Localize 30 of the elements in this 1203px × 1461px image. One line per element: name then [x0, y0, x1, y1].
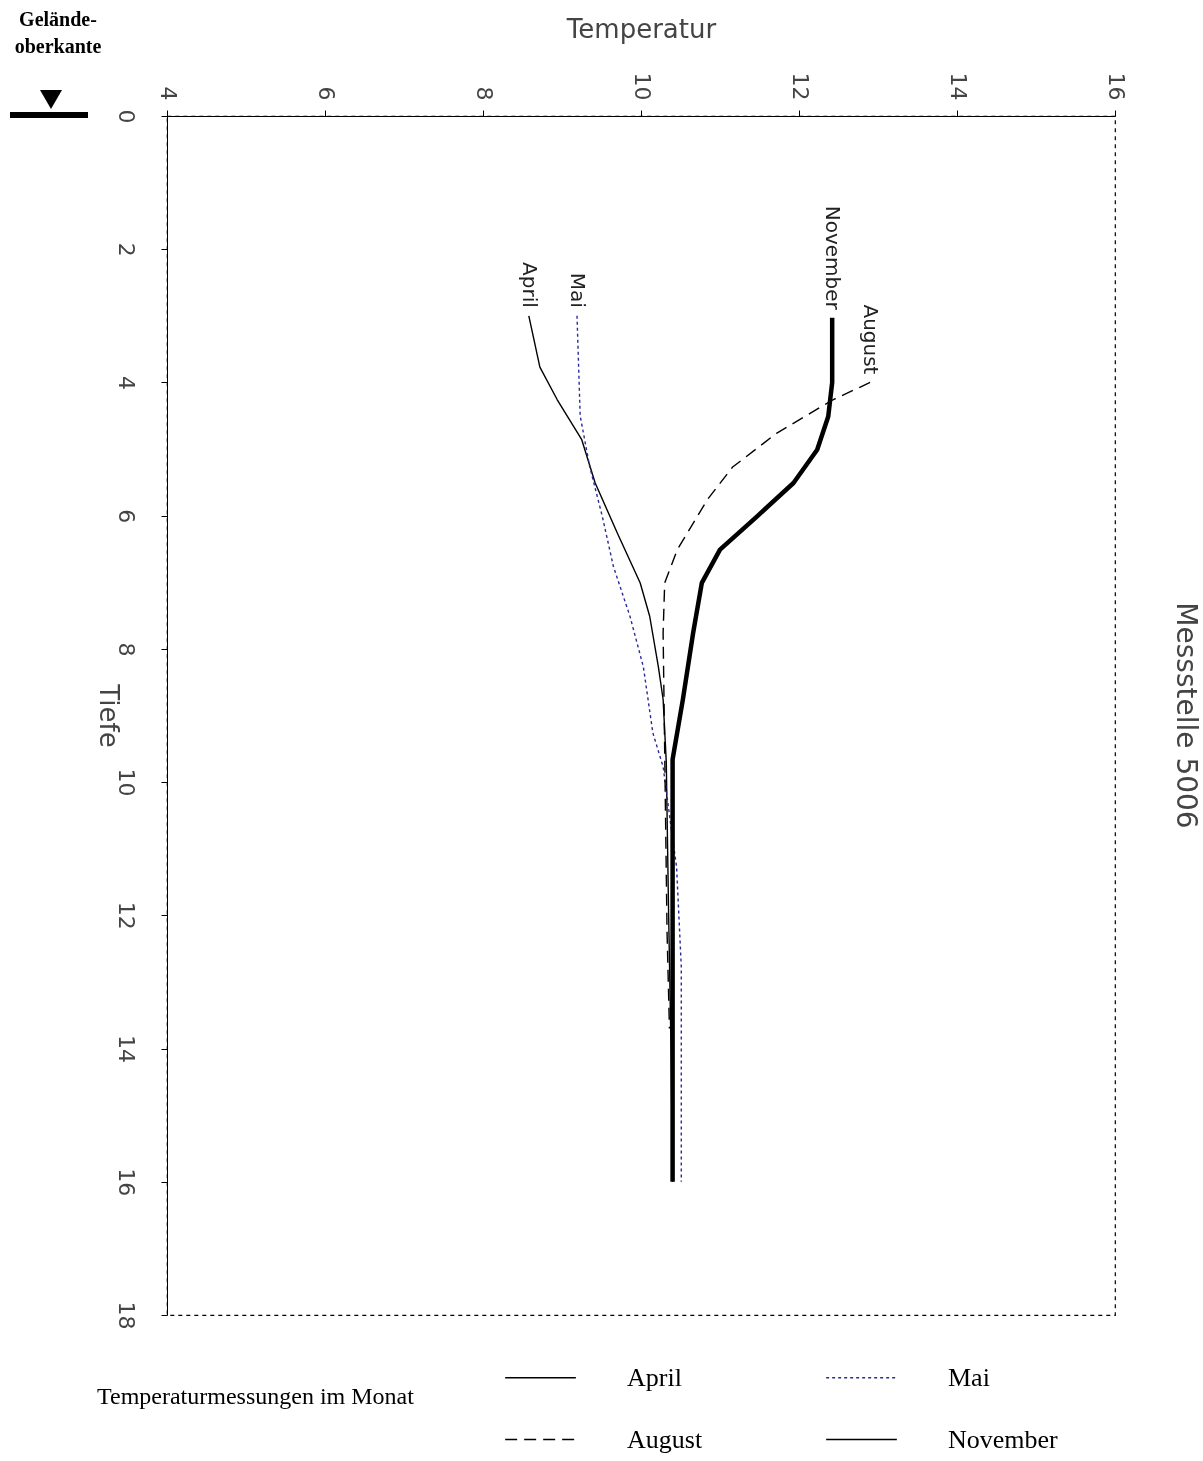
- text: Gelände- oberkante: [13, 7, 103, 59]
- legend-title: Temperaturmessungen im Monat: [97, 1383, 415, 1409]
- x-tick-label: 14: [945, 72, 971, 101]
- text: April: [517, 262, 542, 308]
- text: August: [859, 304, 884, 375]
- y-axis-title: Tiefe: [93, 683, 124, 748]
- legend-label: Mai: [948, 1362, 990, 1392]
- y-tick-label: 18: [113, 1301, 139, 1330]
- x-tick-label: 12: [787, 72, 813, 101]
- text: November: [821, 205, 846, 310]
- y-tick-label: 0: [113, 109, 139, 124]
- y-tick-label: 10: [113, 768, 139, 797]
- x-tick-label: 6: [313, 86, 339, 101]
- text: Mai: [566, 272, 591, 308]
- x-tick-label: 16: [1103, 72, 1129, 101]
- y-tick-label: 16: [113, 1168, 139, 1197]
- y-tick-label: 12: [113, 901, 139, 930]
- x-tick-label: 10: [629, 72, 655, 101]
- x-tick-label: 4: [155, 86, 181, 101]
- legend-label: November: [948, 1424, 1059, 1454]
- x-tick-label: 8: [471, 86, 497, 101]
- legend-label: April: [627, 1362, 682, 1392]
- x-axis-title: Temperatur: [565, 13, 717, 44]
- legend-label: August: [627, 1424, 703, 1454]
- y-tick-label: 14: [113, 1035, 139, 1064]
- y-tick-label: 8: [113, 642, 139, 657]
- y-tick-label: 2: [113, 242, 139, 257]
- y-tick-label: 4: [113, 375, 139, 390]
- y-tick-label: 6: [113, 509, 139, 524]
- text: Messstelle 5006: [1170, 602, 1203, 829]
